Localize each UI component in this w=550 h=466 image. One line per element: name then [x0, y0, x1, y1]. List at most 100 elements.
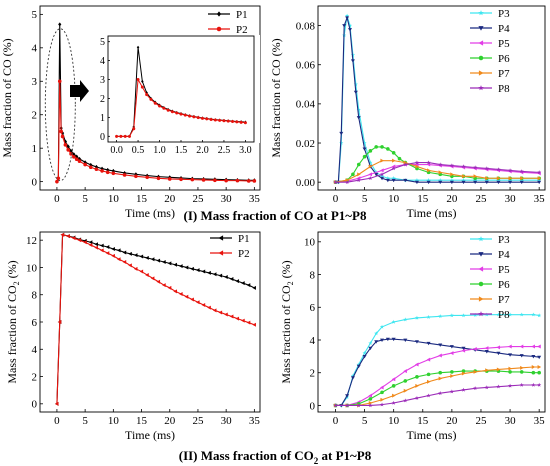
data-point	[140, 85, 144, 89]
data-point	[128, 263, 132, 268]
data-point	[179, 292, 183, 297]
data-point	[426, 314, 431, 319]
data-point	[537, 365, 542, 369]
data-point	[353, 90, 358, 95]
data-point	[380, 390, 384, 395]
y-tick-label: 10	[26, 262, 38, 274]
x-tick-label: 20	[164, 415, 176, 427]
data-point	[449, 345, 454, 349]
data-point	[139, 254, 144, 259]
legend-label: P6	[498, 279, 510, 291]
plot-frame	[317, 231, 546, 413]
data-point	[519, 180, 524, 185]
data-point	[246, 179, 251, 183]
series-line	[335, 384, 540, 407]
series-p6	[333, 369, 541, 408]
data-point	[122, 173, 127, 177]
x-tick-label: 5	[362, 415, 368, 427]
series-p5	[333, 344, 541, 408]
data-point	[380, 397, 385, 402]
data-point	[473, 165, 478, 170]
data-point	[362, 350, 367, 355]
y-tick-label: 3	[100, 75, 105, 86]
x-tick-label: 10	[108, 415, 120, 427]
data-point	[246, 283, 251, 288]
x-tick-label: 25	[475, 193, 487, 205]
data-point	[449, 178, 454, 182]
legend-marker	[478, 85, 484, 91]
data-point	[461, 348, 466, 353]
x-tick-label: 0.0	[110, 145, 123, 156]
data-point	[391, 151, 396, 155]
data-point	[450, 172, 454, 177]
data-point	[201, 178, 206, 182]
data-point	[116, 248, 121, 253]
y-tick-label: 8	[32, 290, 38, 302]
data-point	[368, 397, 373, 401]
data-point	[345, 179, 350, 184]
data-point	[397, 156, 402, 161]
data-point	[175, 111, 179, 115]
data-point	[531, 344, 535, 349]
data-point	[136, 45, 140, 49]
data-point	[188, 114, 192, 118]
data-point	[106, 167, 110, 172]
inset-background	[106, 35, 260, 143]
data-point	[392, 393, 396, 398]
data-point	[150, 257, 155, 262]
data-point	[252, 322, 256, 327]
series-p8	[333, 160, 542, 184]
data-point	[484, 346, 489, 351]
data-point	[461, 180, 466, 185]
y-tick-label: 0	[32, 176, 38, 188]
data-point	[374, 145, 379, 149]
data-point	[519, 169, 524, 174]
data-point	[83, 162, 87, 167]
x-tick-label: 0	[333, 193, 339, 205]
data-point	[156, 279, 161, 284]
data-point	[59, 129, 63, 134]
data-point	[235, 316, 240, 321]
legend-marker	[478, 10, 484, 16]
x-tick-label: 2.0	[196, 145, 209, 156]
legend-label: P5	[498, 38, 510, 50]
data-point	[386, 147, 390, 151]
x-tick-label: 25	[192, 193, 204, 205]
y-axis-label: Mass fraction of CO (%)	[0, 38, 14, 157]
y-tick-label: 8	[310, 269, 316, 281]
data-point	[356, 176, 361, 181]
data-point	[235, 279, 240, 284]
data-point	[508, 344, 512, 349]
data-point	[385, 176, 390, 181]
data-point	[385, 337, 390, 342]
data-point	[484, 385, 489, 390]
data-point	[111, 253, 115, 258]
data-point	[105, 251, 110, 256]
data-point	[184, 265, 189, 270]
data-point	[353, 82, 358, 87]
data-point	[496, 167, 501, 172]
data-point	[88, 165, 93, 170]
data-point	[246, 320, 251, 325]
data-point	[105, 170, 110, 175]
x-tick-label: 3.0	[239, 145, 252, 156]
legend-label: P8	[498, 83, 510, 95]
data-point	[368, 403, 373, 408]
data-point	[368, 176, 373, 181]
data-point	[350, 52, 356, 57]
legend-marker	[478, 266, 484, 272]
data-point	[519, 354, 524, 358]
section-title-co2-prefix: (II) Mass fraction of CO	[179, 448, 314, 463]
data-point	[368, 149, 373, 153]
data-point	[368, 341, 373, 346]
data-point	[145, 175, 149, 180]
data-point	[241, 318, 245, 323]
data-point	[200, 116, 204, 120]
data-point	[415, 383, 419, 388]
data-point	[368, 393, 372, 398]
legend-marker	[478, 55, 484, 61]
data-point	[461, 313, 466, 318]
x-tick-label: 30	[505, 193, 517, 205]
y-tick-label: 0.00	[296, 177, 316, 189]
